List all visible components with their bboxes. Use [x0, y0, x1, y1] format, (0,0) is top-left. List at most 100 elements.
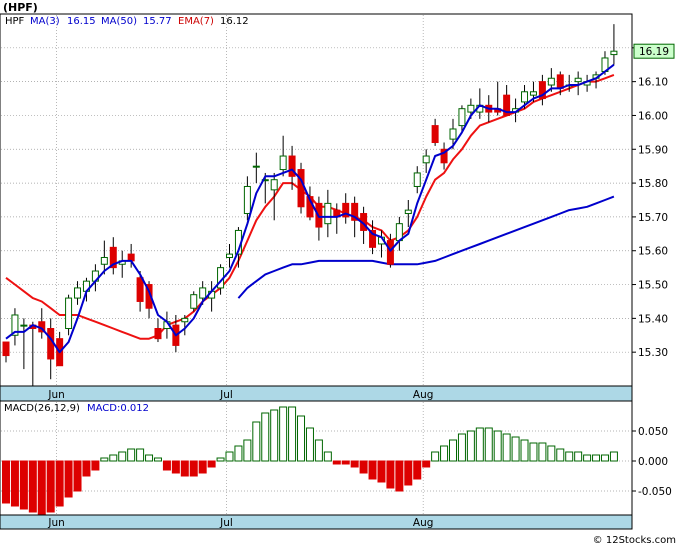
candle-body	[538, 81, 546, 100]
candle	[538, 74, 546, 106]
macd-histogram	[2, 406, 618, 516]
price-tick-label: 15.30	[638, 347, 668, 359]
macd-bar	[46, 460, 55, 513]
last-price-box	[633, 43, 675, 59]
macd-bar	[466, 430, 475, 462]
candle-body	[422, 155, 430, 164]
candle-body	[2, 341, 10, 357]
candle-body	[342, 202, 350, 218]
last-price-label: 16.19	[639, 46, 669, 58]
macd-bar	[171, 460, 180, 474]
candle-body	[279, 155, 287, 171]
price-tick-label: 15.40	[638, 313, 668, 325]
price-month-labels: Jun Jul Aug	[47, 389, 433, 401]
candle-body	[521, 91, 529, 103]
macd-bar	[565, 451, 574, 462]
macd-bar	[323, 451, 332, 462]
macd-bar	[609, 451, 618, 462]
candle-body	[610, 50, 618, 56]
candle-body	[556, 74, 564, 89]
macd-bar	[368, 460, 377, 480]
macd-bar	[279, 406, 288, 462]
macd-bar	[332, 460, 341, 465]
macd-bar	[145, 454, 154, 462]
macd-bar	[431, 451, 440, 462]
candle-body	[145, 284, 153, 309]
candle-body	[243, 185, 251, 215]
macd-legend-item: MACD(26,12,9)	[4, 403, 80, 414]
ma3-line-group	[5, 63, 615, 354]
macd-tick-label: -0.050	[638, 486, 672, 498]
candle	[145, 281, 153, 319]
macd-bar	[100, 457, 109, 462]
macd-bar	[2, 460, 10, 504]
candle	[458, 105, 466, 133]
candle-body	[20, 324, 28, 327]
candle	[440, 142, 448, 170]
candle	[252, 152, 260, 184]
macd-bar	[314, 439, 323, 462]
macd-month-label: Jun	[47, 517, 64, 529]
candle	[65, 294, 73, 336]
candle-body	[100, 256, 108, 265]
macd-tick-label: 0.050	[638, 426, 668, 438]
candle	[181, 314, 189, 336]
price-legend: HPF MA(3) 16.15 MA(50) 15.77 EMA(7) 16.12	[5, 16, 249, 27]
macd-bar	[180, 460, 189, 477]
candle	[100, 240, 108, 275]
candle	[279, 135, 287, 177]
price-legend-item: 16.15	[67, 16, 96, 27]
macd-bar	[511, 436, 520, 462]
macd-bar	[261, 412, 270, 462]
candle	[422, 149, 430, 173]
macd-bar	[153, 457, 162, 462]
candle-body	[413, 172, 421, 187]
chart-title: (HPF)	[3, 1, 38, 14]
candle-body	[351, 202, 359, 221]
macd-bar	[198, 460, 207, 474]
macd-bar	[252, 421, 261, 462]
candle-body	[386, 240, 394, 265]
macd-bar	[395, 460, 404, 492]
price-tick-label: 15.70	[638, 212, 668, 224]
last-price-badge: 16.19	[633, 43, 675, 59]
candle-body	[190, 294, 198, 309]
macd-bar	[350, 460, 359, 468]
candle	[74, 281, 82, 305]
macd-bar	[162, 460, 171, 471]
candle-body	[127, 253, 135, 262]
price-legend-item: 15.77	[143, 16, 172, 27]
macd-bar	[64, 460, 73, 498]
macd-bar	[55, 460, 64, 507]
candle-body	[324, 202, 332, 225]
macd-bar	[520, 439, 529, 462]
candle-body	[65, 297, 73, 330]
candle-body	[449, 128, 457, 140]
price-legend-item: EMA(7)	[178, 16, 214, 27]
macd-bar	[529, 442, 538, 462]
ma50-line-group	[237, 195, 615, 299]
macd-bar	[118, 451, 127, 462]
candle	[109, 237, 117, 275]
candle-body	[199, 287, 207, 299]
price-legend-item: MA(3)	[30, 16, 60, 27]
macd-bar	[270, 409, 279, 462]
macd-bar	[19, 460, 28, 510]
candle-body	[467, 104, 475, 113]
candle-body	[369, 229, 377, 248]
macd-bar	[207, 460, 216, 468]
candle-body	[440, 148, 448, 164]
macd-bar	[547, 445, 556, 462]
price-legend-item: MA(50)	[101, 16, 137, 27]
macd-bar	[475, 427, 484, 462]
candle-body	[181, 317, 189, 323]
price-tick-label: 15.60	[638, 246, 668, 258]
candle	[503, 85, 511, 116]
candle	[413, 166, 421, 194]
candle-body	[404, 209, 412, 215]
candle	[404, 200, 412, 228]
candle-body	[574, 77, 582, 83]
macd-y-axis: 0.050 0.000 -0.050	[632, 426, 672, 498]
macd-bar	[225, 451, 234, 462]
